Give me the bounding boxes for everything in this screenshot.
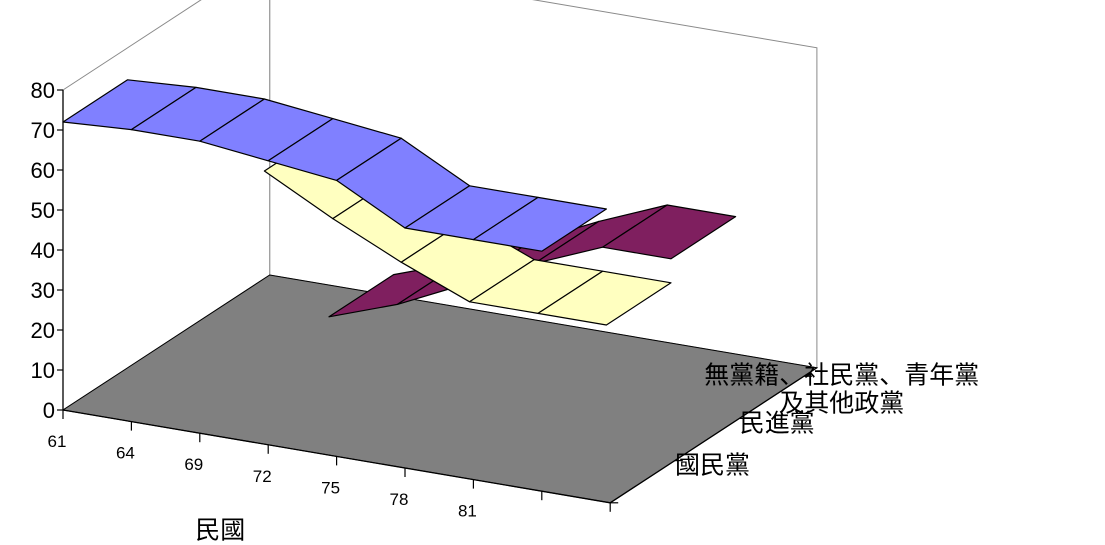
y-tick-label: 70 [31, 118, 55, 143]
series-ribbons [62, 79, 737, 326]
chart-axes [57, 89, 818, 512]
y-tick-label: 0 [43, 398, 55, 423]
series-label: 國民黨 [675, 452, 750, 480]
x-tick-label: 72 [253, 467, 272, 486]
y-tick-label: 40 [31, 238, 55, 263]
y-tick-label: 60 [31, 158, 55, 183]
series-label: 無黨籍、社民黨、青年黨及其他政黨 [704, 361, 979, 417]
x-tick-label: 64 [116, 444, 135, 463]
series-label-line: 民進黨 [740, 410, 815, 438]
series-ribbon [62, 79, 608, 252]
x-tick-label: 69 [184, 455, 203, 474]
series-label: 民進黨 [740, 410, 815, 438]
y-tick-label: 30 [31, 278, 55, 303]
y-tick-label: 50 [31, 198, 55, 223]
x-tick-label: 75 [321, 478, 340, 497]
x-axis-title: 民國 [195, 517, 245, 545]
y-tick-label: 20 [31, 318, 55, 343]
y-tick-label: 80 [31, 78, 55, 103]
ribbon-segment [601, 204, 737, 260]
y-tick-label: 10 [31, 358, 55, 383]
ribbon-segment [472, 196, 608, 252]
series-label-line: 國民黨 [675, 452, 750, 480]
x-tick-label: 61 [48, 432, 67, 451]
series-label-line: 無黨籍、社民黨、青年黨 [704, 361, 979, 389]
ribbon-segment [537, 270, 672, 326]
series-label-line: 及其他政黨 [779, 389, 904, 417]
x-tick-label: 78 [390, 490, 409, 509]
chart-labels: 0102030405060708061646972757881國民黨民進黨無黨籍… [31, 78, 980, 545]
depth-axis-line [609, 367, 818, 504]
x-tick-label: 81 [458, 502, 477, 521]
